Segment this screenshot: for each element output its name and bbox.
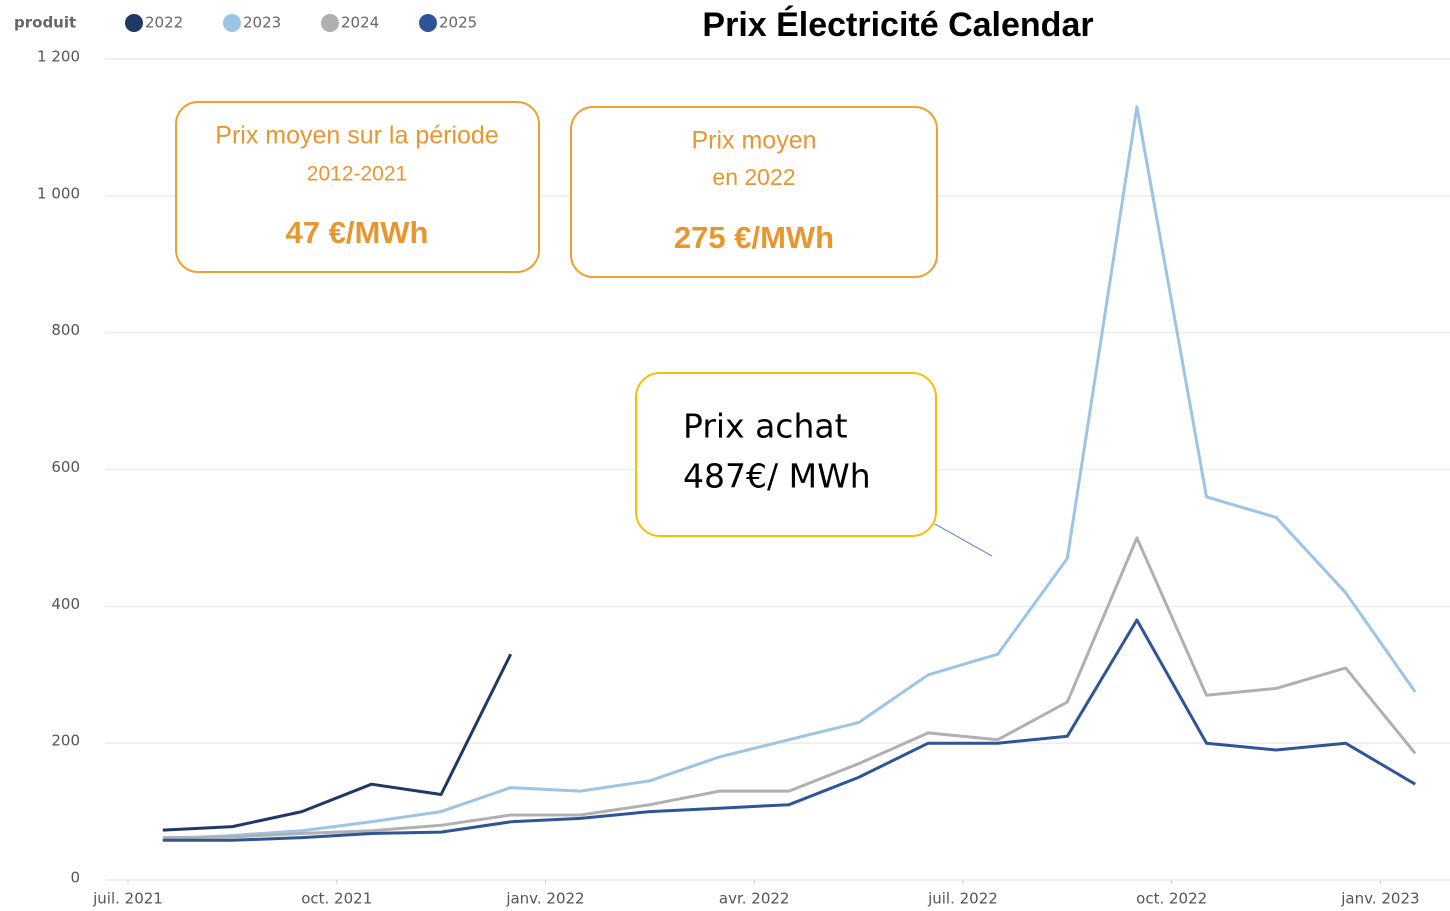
box	[635, 372, 937, 537]
legend-label: 2022	[145, 14, 183, 32]
legend: produit 2022 2023 2024 2025	[14, 14, 477, 32]
legend-swatch	[419, 14, 437, 32]
y-tick-label: 1 200	[37, 48, 80, 66]
legend-label: 2025	[439, 14, 477, 32]
chart-title: Prix Électricité Calendar	[702, 6, 1093, 44]
annotation-text: Prix moyen sur la période	[215, 122, 498, 150]
callout: Prix achat 487€/ MWh	[635, 372, 993, 557]
legend-title: produit	[14, 14, 76, 32]
legend-label: 2023	[243, 14, 281, 32]
legend-swatch	[125, 14, 143, 32]
series-line	[162, 618, 1416, 842]
legend-swatch	[321, 14, 339, 32]
x-tick-label: oct. 2022	[1136, 890, 1207, 908]
annotation-box: Prix moyen sur la période 2012-2021 47 €…	[175, 101, 540, 273]
y-tick-label: 0	[70, 869, 80, 887]
y-tick-label: 200	[51, 732, 80, 750]
box	[570, 106, 938, 278]
annotation-text: 47 €/MWh	[286, 215, 429, 250]
x-tick-label: janv. 2023	[1340, 890, 1419, 908]
y-tick-label: 600	[51, 458, 80, 476]
annotation-text: Prix achat	[683, 407, 848, 446]
series-line	[162, 105, 1417, 841]
annotation-box: Prix moyen en 2022 275 €/MWh	[570, 106, 938, 278]
annotation-text: en 2022	[712, 164, 795, 190]
legend-label: 2024	[341, 14, 379, 32]
annotation-text: 2012-2021	[307, 163, 407, 186]
x-tick-label: avr. 2022	[719, 890, 790, 908]
y-tick-label: 1 000	[37, 184, 80, 202]
box	[175, 101, 540, 273]
series-line	[162, 536, 1417, 840]
callout-pointer	[934, 523, 993, 557]
y-tick-label: 400	[51, 595, 80, 613]
x-tick-label: janv. 2022	[505, 890, 584, 908]
x-tick-label: juil. 2021	[92, 890, 163, 908]
annotation-text: Prix moyen	[691, 127, 816, 155]
series-line	[162, 653, 513, 832]
annotation-text: 487€/ MWh	[683, 457, 871, 496]
legend-swatch	[223, 14, 241, 32]
y-tick-label: 800	[51, 321, 80, 339]
annotation-text: 275 €/MWh	[674, 220, 834, 255]
x-tick-label: oct. 2021	[301, 890, 372, 908]
lines	[162, 105, 1417, 842]
x-tick-label: juil. 2022	[927, 890, 998, 908]
